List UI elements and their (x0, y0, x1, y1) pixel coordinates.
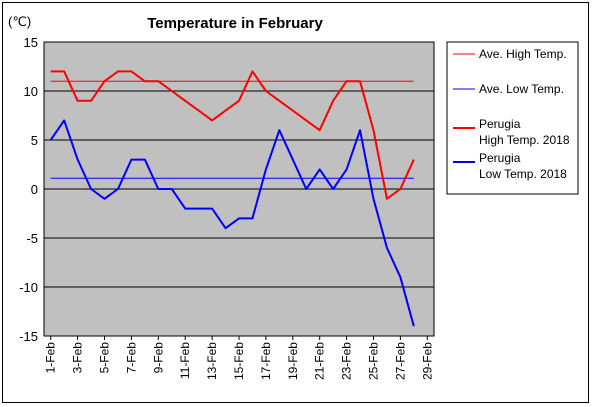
y-tick-label: 15 (24, 35, 38, 50)
legend-label-2: Ave. Low Temp. (479, 82, 564, 96)
legend-box (446, 41, 579, 195)
y-tick-label: -5 (26, 231, 38, 246)
x-tick-label: 23-Feb (340, 342, 354, 380)
x-tick-label: 15-Feb (232, 342, 246, 380)
legend-label-3: Perugia (479, 117, 521, 131)
series-lines (49, 70, 415, 327)
x-tick-label: 3-Feb (71, 342, 85, 374)
series-line-4 (49, 119, 415, 327)
y-tick-label: 5 (31, 133, 38, 148)
x-tick-label: 7-Feb (124, 342, 138, 374)
x-tick-label: 9-Feb (151, 342, 165, 374)
unit-label: (℃) (8, 14, 31, 29)
legend-label-4: Perugia (479, 151, 521, 165)
y-tick-label: -10 (19, 280, 38, 295)
gridlines (44, 90, 434, 288)
legend: Ave. High Temp. Ave. Low Temp. Perugia High… (446, 41, 579, 195)
y-tick-label: -15 (19, 329, 38, 344)
x-tick-marks (50, 336, 428, 340)
x-tick-label: 19-Feb (286, 342, 300, 380)
legend-label-1: Ave. High Temp. (479, 47, 567, 61)
x-tick-label: 25-Feb (366, 342, 380, 380)
x-tick-label: 29-Feb (420, 342, 434, 380)
series-line-3 (50, 70, 415, 200)
x-tick-label: 17-Feb (259, 342, 273, 380)
legend-label-3: High Temp. 2018 (479, 133, 570, 147)
x-tick-label: 5-Feb (98, 342, 112, 374)
chart-title: Temperature in February (147, 15, 323, 32)
x-tick-label: 21-Feb (313, 342, 327, 380)
x-tick-label: 27-Feb (393, 342, 407, 380)
y-tick-label: 0 (31, 182, 38, 197)
x-tick-label: 11-Feb (178, 342, 192, 379)
x-tick-label: 1-Feb (44, 342, 58, 374)
x-tick-label: 13-Feb (205, 342, 219, 380)
legend-label-4: Low Temp. 2018 (479, 167, 567, 181)
y-tick-label: 10 (24, 84, 38, 99)
y-axis-ticks: 15 10 5 0 -5 -10 -15 (19, 35, 38, 344)
x-axis-ticks: 1-Feb 3-Feb 5-Feb 7-Feb 9-Feb 11-Feb 13-Feb 15-… (44, 342, 435, 380)
